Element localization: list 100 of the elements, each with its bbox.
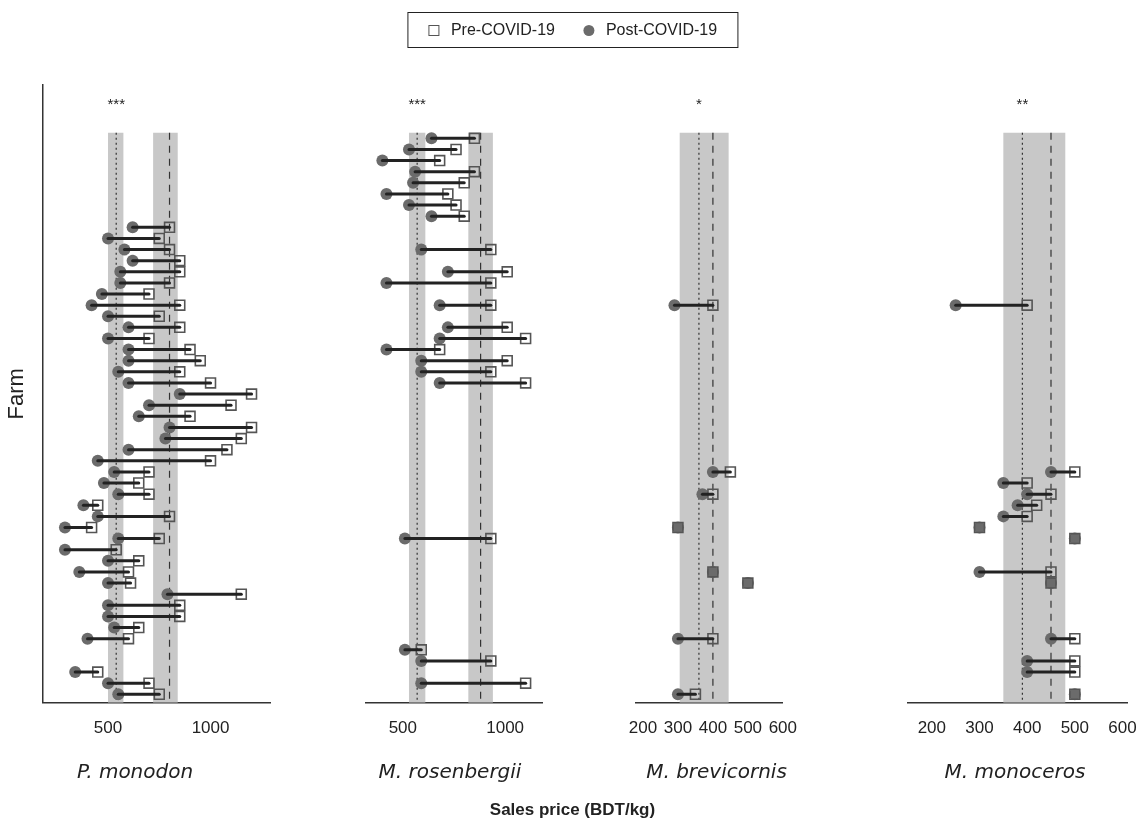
point — [707, 488, 719, 500]
point — [501, 354, 513, 367]
point — [174, 254, 186, 267]
point — [1069, 632, 1081, 645]
point — [235, 432, 248, 445]
point — [124, 577, 137, 589]
point — [143, 288, 155, 300]
x-tick-label: 500 — [733, 718, 763, 738]
point — [163, 243, 176, 256]
point — [501, 266, 513, 278]
point — [519, 377, 532, 389]
point — [415, 644, 428, 656]
point — [133, 555, 145, 567]
point — [174, 266, 186, 278]
text: M. rosenbergii — [378, 759, 522, 784]
x-tick-label: 600 — [768, 718, 798, 738]
point — [485, 366, 497, 378]
point — [1069, 655, 1081, 667]
point — [110, 543, 122, 556]
point — [143, 488, 155, 500]
point — [184, 343, 196, 356]
point — [143, 332, 155, 345]
x-tick-label: 200 — [628, 718, 658, 738]
point — [689, 688, 702, 701]
x-tick-label: 400 — [698, 718, 728, 738]
text: *** — [408, 95, 427, 113]
point — [1069, 466, 1081, 478]
point — [707, 299, 719, 311]
point — [122, 632, 135, 645]
x-tick-label: 600 — [1108, 718, 1137, 738]
point — [1030, 499, 1043, 512]
point — [442, 188, 454, 200]
x-tick-label: 1000 — [191, 718, 230, 738]
point — [163, 277, 176, 289]
point — [174, 610, 186, 623]
point — [245, 388, 258, 400]
text: M. monoceros — [944, 759, 1086, 784]
x-tick-label: 500 — [93, 718, 123, 738]
point — [133, 621, 145, 634]
point — [174, 321, 186, 334]
text: *** — [107, 95, 126, 113]
x-tick-label: 300 — [965, 718, 994, 738]
point — [1021, 477, 1033, 489]
text: Sales price (BDT/kg) — [488, 800, 657, 820]
point — [153, 232, 166, 245]
point — [153, 688, 166, 701]
point — [501, 321, 513, 334]
point — [184, 410, 196, 423]
point — [174, 299, 186, 311]
point — [133, 477, 145, 489]
point — [122, 566, 135, 578]
point — [707, 632, 719, 645]
point — [519, 332, 532, 345]
point — [450, 143, 462, 156]
point — [433, 154, 446, 167]
point — [194, 354, 207, 367]
point — [468, 132, 481, 145]
y-axis-title: Farm — [3, 368, 29, 420]
point — [485, 532, 497, 545]
point — [485, 299, 497, 311]
legend-label: Post-COVID-19 — [605, 21, 718, 39]
text: P. monodon — [76, 759, 194, 784]
x-tick-label: 1000 — [486, 718, 525, 738]
point — [85, 521, 98, 534]
point — [519, 677, 532, 689]
point — [485, 277, 497, 289]
point — [225, 399, 237, 411]
point — [458, 177, 470, 189]
point — [1021, 510, 1033, 523]
point — [174, 599, 186, 612]
point — [174, 366, 186, 378]
point — [724, 466, 737, 478]
point — [485, 243, 497, 256]
x-tick-label: 500 — [388, 718, 418, 738]
x-tick-label: 300 — [663, 718, 693, 738]
point — [163, 221, 176, 234]
point — [433, 343, 446, 356]
x-tick-label: 400 — [1012, 718, 1042, 738]
point — [204, 455, 217, 467]
point — [163, 510, 176, 523]
point — [204, 377, 217, 389]
point — [153, 532, 166, 545]
point — [92, 666, 104, 678]
text: ** — [1016, 95, 1029, 113]
point — [1021, 299, 1033, 311]
x-tick-label: 200 — [917, 718, 947, 738]
point — [153, 310, 166, 322]
point — [485, 655, 497, 667]
point — [1045, 488, 1057, 500]
x-tick-label: 500 — [1060, 718, 1090, 738]
point — [143, 466, 155, 478]
point — [1045, 566, 1057, 578]
point — [450, 199, 462, 211]
point — [143, 677, 155, 689]
text: M. brevicornis — [646, 759, 787, 784]
legend-label: Pre-COVID-19 — [450, 21, 555, 39]
point — [221, 443, 233, 456]
point — [245, 421, 258, 434]
point — [1069, 666, 1081, 678]
point — [468, 165, 481, 178]
